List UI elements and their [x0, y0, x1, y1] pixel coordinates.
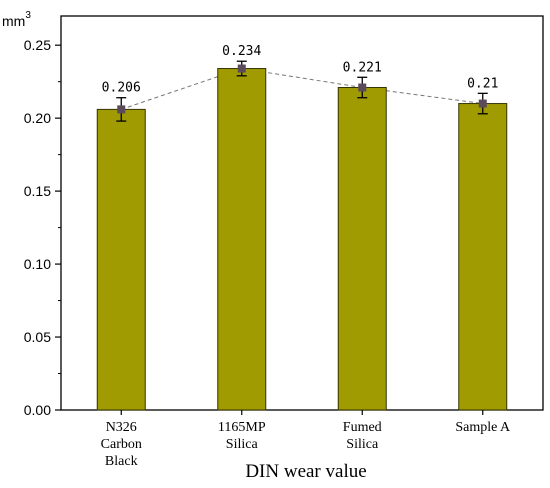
x-tick-label-line: Carbon — [101, 437, 142, 452]
x-tick-label-line: Black — [105, 454, 138, 469]
plot-frame — [60, 15, 544, 411]
x-tick-label-3: Sample A — [455, 420, 511, 435]
x-tick-label-line: Silica — [346, 437, 379, 452]
data-label-1: 0.234 — [222, 44, 261, 59]
x-tick-label-2: Fumed Silica — [343, 420, 382, 452]
y-unit-exponent: 3 — [25, 10, 31, 21]
x-tick-label-0: N326 Carbon Black — [101, 420, 142, 469]
x-tick-label-line: 1165MP — [218, 420, 266, 435]
y-tick-label-0: 0.00 — [24, 402, 51, 418]
y-tick-label-4: 0.20 — [24, 110, 51, 126]
marker-0 — [117, 105, 126, 114]
trend-line — [121, 68, 483, 110]
data-label-0: 0.206 — [102, 81, 141, 96]
marker-1 — [237, 64, 246, 73]
bar-0 — [96, 108, 146, 411]
y-tick-label-3: 0.15 — [24, 183, 51, 199]
y-tick-label-2: 0.10 — [24, 256, 51, 272]
x-tick-label-1: 1165MP Silica — [218, 420, 266, 452]
x-axis-title: DIN wear value — [245, 461, 366, 482]
data-label-3: 0.21 — [467, 76, 498, 91]
bar-1 — [217, 68, 267, 411]
x-tick-label-line: Sample A — [455, 420, 511, 435]
x-tick-label-line: N326 — [106, 420, 137, 435]
y-tick-label-5: 0.25 — [24, 37, 51, 53]
bar-2 — [337, 87, 387, 411]
y-unit-label: mm3 — [2, 10, 31, 29]
marker-3 — [478, 99, 487, 108]
marker-2 — [358, 83, 367, 92]
x-tick-label-line: Silica — [226, 437, 259, 452]
x-tick-label-line: Fumed — [343, 420, 382, 435]
y-tick-label-1: 0.05 — [24, 329, 51, 345]
bar-3 — [458, 103, 508, 411]
data-label-2: 0.221 — [343, 60, 382, 75]
plot-area: 0.00 0.05 0.10 0.15 0.20 0.25 0.206 N326 Carbon B… — [24, 15, 544, 469]
